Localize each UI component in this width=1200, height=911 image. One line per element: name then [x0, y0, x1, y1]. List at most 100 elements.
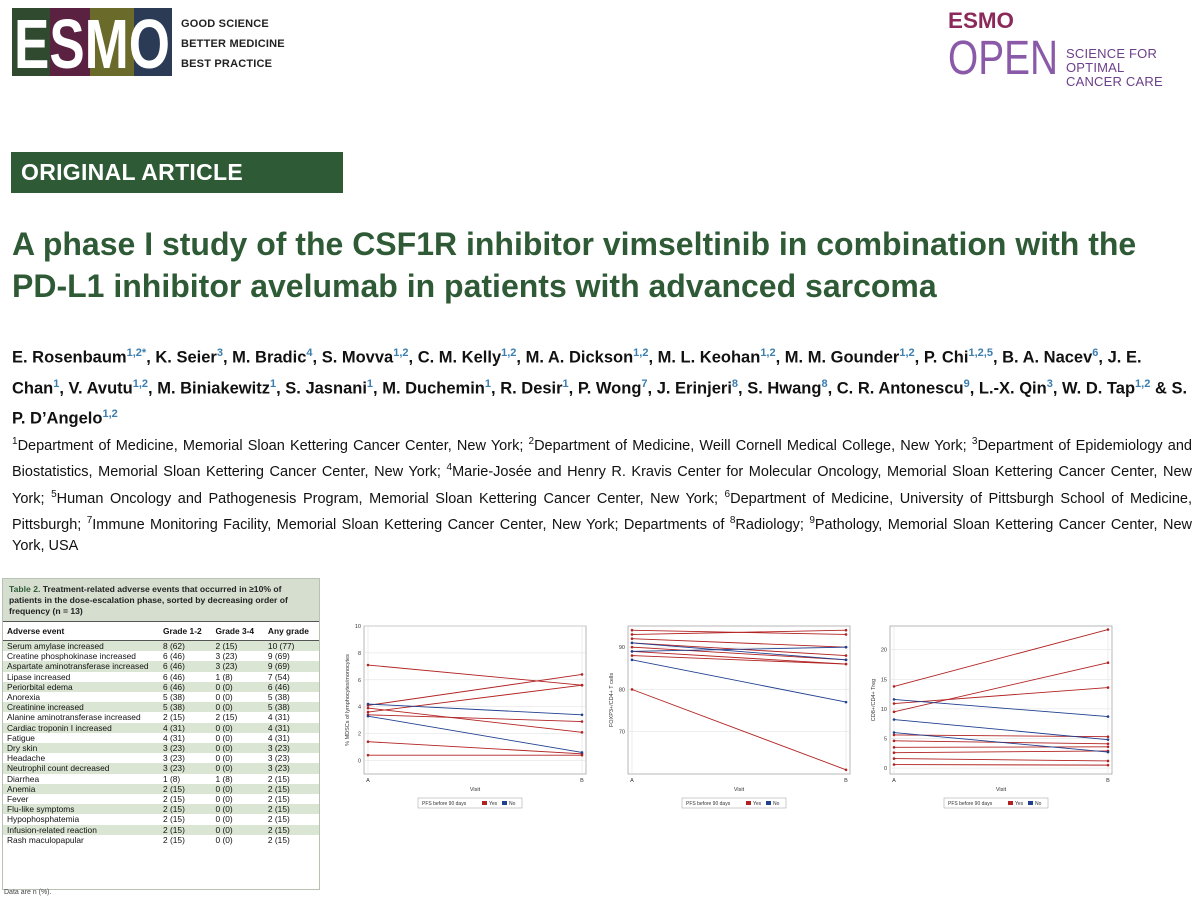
table-cell: 2 (15) — [163, 794, 185, 805]
author-name: J. E. Chan — [12, 348, 1142, 398]
table-cell: 4 (31) — [159, 722, 212, 733]
data-point — [630, 650, 634, 653]
table-cell: 2 (15) — [163, 712, 185, 723]
affiliation-number: 2 — [528, 436, 535, 447]
table-cell: Serum amylase increased — [3, 640, 159, 652]
author-affiliation-mark: 3 — [1046, 377, 1053, 390]
series-line — [367, 673, 583, 706]
author-affiliation-mark: 6 — [1092, 347, 1099, 359]
data-point — [630, 658, 634, 662]
author-affiliation-mark: 7 — [641, 377, 648, 390]
y-tick-label: 10 — [355, 624, 361, 630]
table-cell: 0 (0) — [215, 692, 233, 703]
affiliation-list: 1Department of Medicine, Memorial Sloan … — [12, 431, 1192, 558]
table-cell: 5 (38) — [267, 692, 290, 703]
table-cell: 0 (0) — [211, 722, 264, 733]
data-point — [1106, 735, 1110, 739]
author-affiliation-mark: 1 — [366, 377, 374, 390]
table-row: Anemia 2 (15) 0 (0) 2 (15) — [3, 783, 319, 795]
author-affiliation-mark: 1,2 — [132, 377, 149, 390]
y-tick-label: 70 — [619, 730, 625, 736]
table-cell: 0 (0) — [211, 702, 264, 713]
table-cell: Infusion-related reaction — [3, 824, 159, 835]
table-header-cell: Grade 1-2 — [159, 621, 212, 641]
table-cell: 2 (15) — [263, 824, 319, 835]
author-name: S. Jasnani — [285, 379, 367, 397]
y-axis-label: CD8+/CD4+ Treg — [871, 679, 877, 722]
legend-swatch-yes — [482, 801, 487, 805]
legend-swatch-yes — [1008, 801, 1013, 805]
table-cell: 5 (38) — [159, 702, 212, 713]
table-cell: 0 (0) — [211, 743, 264, 754]
legend-swatch-no — [1028, 801, 1033, 805]
affiliation-number: 9 — [809, 514, 815, 526]
data-point — [1106, 628, 1110, 631]
chart-foxp3-svg: 70 80 90 A B Visit FOXP3+/CD4+ T cells PFS befo… — [609, 625, 851, 809]
series-line — [893, 698, 1109, 718]
data-point — [892, 757, 896, 760]
series-line — [893, 764, 1109, 766]
affiliation-text: Radiology; — [735, 516, 810, 533]
table-cell: 2 (15) — [215, 712, 238, 723]
series-line — [367, 715, 583, 753]
data-point — [844, 700, 848, 704]
table-row: Creatine phosphokinase increased 6 (46) 3 … — [3, 651, 319, 661]
data-point — [366, 663, 370, 667]
data-point — [366, 710, 370, 714]
article-title: A phase I study of the CSF1R inhibitor v… — [12, 226, 1137, 304]
author-affiliation-mark: 1,2 — [1135, 377, 1151, 390]
chart-treg-svg: 0 5 10 15 20 A B Visit CD8+/CD4+ Treg PFS before … — [871, 625, 1113, 809]
data-point — [1106, 661, 1110, 665]
author-name: S. Hwang — [747, 379, 822, 397]
author-affiliation-mark: 1,2 — [393, 347, 409, 359]
chart-legend: PFS before 90 days Yes No — [681, 797, 787, 809]
data-point — [1106, 742, 1110, 746]
table-cell: Hypophosphatemia — [7, 814, 80, 825]
data-point — [580, 713, 584, 717]
author-name: M. Duchemin — [382, 379, 485, 397]
esmo-open-logo: ESMO OPEN — [948, 8, 1058, 78]
table-cell: 0 (0) — [211, 763, 264, 774]
y-tick-label: 2 — [358, 732, 361, 738]
table-cell: 5 (38) — [163, 692, 185, 703]
article-type-badge: ORIGINAL ARTICLE — [11, 152, 343, 193]
affiliation-number: 6 — [724, 488, 731, 500]
table-cell: 2 (15) — [263, 804, 319, 815]
table-cell: 3 (23) — [263, 763, 319, 774]
legend-swatch-no — [502, 801, 507, 805]
author-name: P. Chi — [923, 348, 969, 367]
data-point — [366, 702, 370, 706]
table-cell: 0 (0) — [211, 824, 264, 835]
table-caption-text: Treatment-related adverse events that oc… — [9, 584, 288, 616]
y-tick-label: 20 — [881, 648, 887, 654]
table-cell: Rash maculopapular — [7, 834, 84, 845]
table-cell: 0 (0) — [215, 753, 233, 764]
series-line — [631, 650, 847, 665]
table-cell: 3 (23) — [159, 763, 212, 774]
table-row: Lipase increased 6 (46) 1 (8) 7 (54) — [3, 672, 319, 682]
table-row: Creatinine increased 5 (38) 0 (0) 5 (38) — [3, 702, 319, 713]
data-point — [892, 698, 896, 701]
author-affiliation-mark: 1 — [53, 377, 60, 390]
affiliation-number: 5 — [51, 488, 57, 500]
legend-box — [417, 797, 523, 809]
affiliation-number: 4 — [446, 462, 453, 474]
table-row: Anorexia 5 (38) 0 (0) 5 (38) — [3, 692, 319, 702]
author-name: J. Erinjeri — [656, 379, 732, 397]
author-affiliation-mark: 9 — [963, 377, 970, 390]
chart-legend: PFS before 90 days Yes No — [417, 797, 523, 809]
data-point — [844, 658, 848, 662]
table-row: Infusion-related reaction 2 (15) 0 (0) 2 (1… — [3, 824, 319, 835]
author-joiner: & — [1154, 379, 1167, 397]
adverse-events-table: Table 2. Treatment-related adverse event… — [2, 578, 320, 890]
data-point — [892, 718, 896, 721]
author-affiliation-mark: 1,2 — [760, 347, 776, 359]
table-cell: 2 (15) — [267, 834, 290, 845]
chart-legend: PFS before 90 days Yes No — [943, 797, 1049, 809]
y-tick-label: 0 — [884, 766, 887, 772]
series-line — [893, 719, 1109, 741]
data-point — [1106, 686, 1110, 689]
table-cell: Cardiac troponin I increased — [3, 722, 159, 733]
table-row: Diarrhea 1 (8) 1 (8) 2 (15) — [3, 774, 319, 784]
table-cell: 0 (0) — [211, 681, 264, 693]
